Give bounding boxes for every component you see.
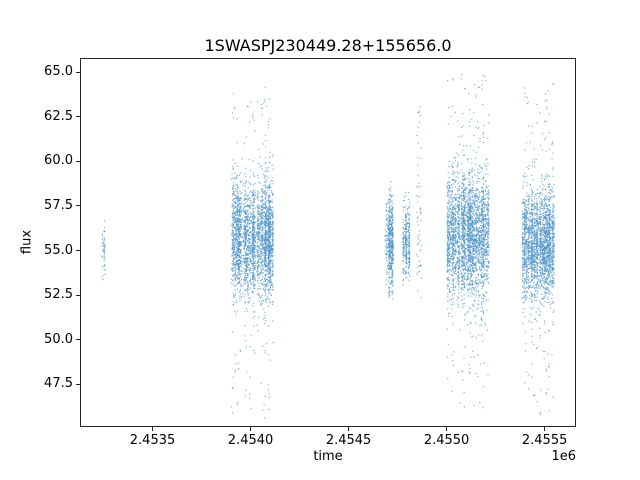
y-tick-mark: [76, 116, 80, 118]
y-tick-label: 50.0: [44, 331, 73, 347]
x-tick-mark: [250, 427, 252, 431]
x-axis-offset-label: 1e6: [551, 449, 576, 464]
y-tick-mark: [76, 205, 80, 207]
y-tick-label: 60.0: [44, 153, 73, 169]
y-axis-label: flux: [19, 229, 35, 255]
y-tick-mark: [76, 71, 80, 73]
y-tick-mark: [76, 383, 80, 385]
scatter-plot-canvas: [80, 58, 576, 427]
x-tick-label: 2.4540: [227, 433, 274, 448]
x-tick-label: 2.4535: [129, 433, 176, 448]
y-tick-mark: [76, 250, 80, 252]
y-tick-mark: [76, 294, 80, 296]
x-tick-label: 2.4555: [521, 433, 568, 448]
y-tick-label: 52.5: [44, 287, 73, 303]
x-tick-mark: [348, 427, 350, 431]
y-tick-label: 62.5: [44, 108, 73, 124]
y-tick-label: 47.5: [44, 376, 73, 392]
x-tick-mark: [544, 427, 546, 431]
x-tick-mark: [152, 427, 154, 431]
x-axis-label: time: [313, 449, 343, 464]
y-tick-mark: [76, 160, 80, 162]
y-tick-label: 57.5: [44, 197, 73, 213]
x-tick-mark: [446, 427, 448, 431]
y-tick-label: 65.0: [44, 64, 73, 80]
x-tick-label: 2.4545: [325, 433, 372, 448]
chart-title: 1SWASPJ230449.28+155656.0: [204, 36, 452, 55]
x-tick-label: 2.4550: [423, 433, 470, 448]
y-tick-mark: [76, 339, 80, 341]
y-tick-label: 55.0: [44, 242, 73, 258]
